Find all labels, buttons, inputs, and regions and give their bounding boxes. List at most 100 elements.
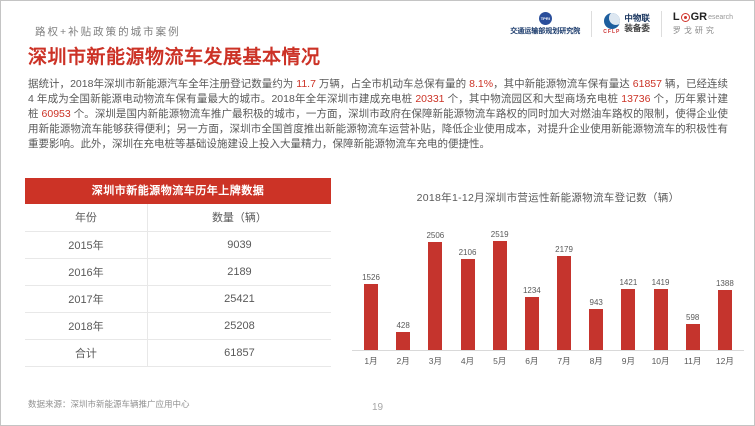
table-cell: 2189 — [147, 258, 331, 286]
bar — [460, 259, 475, 350]
x-axis-tick-label: 10月 — [651, 356, 670, 366]
bar — [428, 242, 443, 350]
x-axis-tick-label: 11月 — [684, 356, 702, 366]
paragraph-text: 个，其中物流园区和大型商场充电桩 — [444, 93, 622, 105]
table-cell: 25208 — [147, 312, 331, 340]
table-cell: 9039 — [147, 231, 331, 259]
table-title: 深圳市新能源物流车历年上牌数据 — [25, 178, 331, 204]
logr-target-icon — [680, 13, 690, 22]
stat-highlight: 60953 — [41, 108, 71, 120]
bar-value-label: 1421 — [619, 278, 638, 287]
table-cell: 合计 — [25, 339, 148, 367]
stat-highlight: 8.1% — [469, 78, 494, 90]
table-body: 2015年 9039 2016年 2189 2017年 25421 2018年 25208 合计… — [25, 231, 331, 367]
bar-column: 2106 — [453, 248, 483, 350]
eyebrow-label: 路权+补贴政策的城市案例 — [35, 26, 181, 38]
stat-highlight: 11.7 — [296, 78, 316, 90]
bar — [557, 256, 572, 350]
logr-caption: 罗戈研究 — [672, 26, 717, 35]
bar-column: 1421 — [613, 278, 643, 350]
tpri-globe-icon: TPRI — [538, 12, 552, 25]
x-axis-tick-label: 9月 — [621, 356, 635, 366]
bar-value-label: 2106 — [458, 248, 477, 257]
bar-column: 428 — [388, 321, 418, 350]
chart-title: 2018年1-12月深圳市营运性新能源物流车登记数（辆） — [416, 192, 680, 204]
stat-highlight: 13736 — [621, 93, 651, 105]
bar-column: 1234 — [517, 286, 547, 350]
bar — [621, 289, 636, 350]
bar-value-label: 1526 — [362, 273, 380, 282]
table-cell: 61857 — [147, 339, 331, 367]
registration-table-card: 深圳市新能源物流车历年上牌数据 年份 数量（辆） 2015年 9039 2016年 21… — [25, 178, 331, 367]
logo-bar: TPRI 交通运输部规划研究院 CFLP 中物联 装备委 L GR esearc… — [510, 11, 733, 37]
chart-x-axis-labels: 1月 2月 3月 4月 5月 6月 7月 8月 9月 10月 11月 12月 — [352, 355, 744, 367]
bar-value-label: 1388 — [715, 279, 734, 288]
logo-divider — [660, 11, 662, 37]
cflp-logo: CFLP 中物联 装备委 — [603, 13, 650, 35]
bar-value-label: 2506 — [426, 231, 445, 240]
x-axis-tick-label: 8月 — [589, 356, 603, 366]
table-cell: 2017年 — [25, 285, 148, 313]
bar-column: 1388 — [710, 279, 740, 350]
bar — [492, 241, 507, 350]
bar — [524, 297, 539, 350]
bar-column: 1419 — [646, 278, 676, 350]
tpri-caption: 交通运输部规划研究院 — [510, 28, 581, 35]
bar-column: 2506 — [420, 231, 450, 350]
bar — [653, 289, 668, 350]
bar-column: 1526 — [356, 273, 386, 350]
page-number: 19 — [371, 402, 384, 413]
bar-value-label: 2179 — [555, 245, 573, 254]
paragraph-text: ，其中新能源物流车保有量达 — [493, 78, 633, 90]
table-row: 2017年 25421 — [25, 285, 331, 313]
stat-highlight: 61857 — [632, 78, 662, 90]
bar-value-label: 428 — [396, 321, 410, 330]
registration-table: 年份 数量（辆） 2015年 9039 2016年 2189 2017年 25421 2018… — [25, 204, 331, 367]
paragraph-text: 万辆，占全市机动车总保有量的 — [315, 78, 470, 90]
logr-wordmark: L GR esearch — [672, 11, 733, 23]
data-source-note: 数据来源：深圳市新能源车辆推广应用中心 — [28, 399, 190, 409]
cflp-crescent-icon: CFLP — [603, 13, 620, 35]
paragraph-text: 据统计，2018年深圳市新能源汽车全年注册登记数量约为 — [28, 78, 297, 90]
bar-column: 598 — [678, 313, 708, 350]
table-header-row: 年份 数量（辆） — [25, 204, 331, 232]
bar-value-label: 943 — [589, 298, 603, 307]
stat-highlight: 20331 — [415, 93, 445, 105]
x-axis-tick-label: 5月 — [493, 356, 507, 366]
x-axis-tick-label: 7月 — [557, 356, 571, 366]
x-axis-tick-label: 12月 — [715, 356, 734, 366]
paragraph-text: 辆，已经连续 4 年成为全国新能源电动物流车保有量最大的城市。2018年全年深圳… — [28, 78, 729, 105]
bar — [396, 332, 411, 350]
bar-value-label: 1234 — [522, 286, 541, 295]
bar-value-label: 2519 — [490, 230, 509, 239]
bar — [717, 290, 732, 350]
bar-column: 943 — [581, 298, 611, 350]
bar — [364, 284, 378, 350]
paragraph-text: 个，历年累计建桩 — [28, 93, 728, 120]
x-axis-tick-label: 3月 — [428, 356, 442, 366]
x-axis-tick-label: 1月 — [364, 356, 378, 366]
paragraph-text: 个。深圳是国内新能源物流车推广最积极的城市，一方面，深圳市政府在保障新能源物流车… — [28, 108, 728, 150]
x-axis-tick-label: 4月 — [460, 356, 475, 366]
table-row: 2015年 9039 — [25, 231, 331, 259]
bar — [685, 324, 700, 350]
bar-column: 2179 — [549, 245, 579, 350]
bar-chart-plot: 1526 428 2506 2106 2519 1234 2179 943 1421 1419 59… — [352, 219, 744, 351]
table-row: 合计 61857 — [25, 339, 331, 367]
x-axis-tick-label: 2月 — [396, 356, 410, 366]
table-row: 2016年 2189 — [25, 258, 331, 286]
table-cell: 25421 — [147, 285, 331, 313]
x-axis-tick-label: 6月 — [525, 356, 539, 366]
logo-divider — [591, 11, 593, 37]
bar — [589, 309, 604, 350]
bar-value-label: 598 — [686, 313, 700, 322]
bar-column: 2519 — [485, 230, 515, 350]
monthly-registrations-chart: 2018年1-12月深圳市营运性新能源物流车登记数（辆） 1526 428 2506… — [352, 190, 744, 367]
bar-value-label: 1419 — [651, 278, 670, 287]
table-cell: 2018年 — [25, 312, 148, 340]
body-paragraph: 据统计，2018年深圳市新能源汽车全年注册登记数量约为 11.7 万辆，占全市机… — [28, 77, 728, 152]
table-cell: 2015年 — [25, 231, 148, 259]
table-column-header: 数量（辆） — [147, 204, 331, 232]
table-column-header: 年份 — [25, 204, 148, 232]
